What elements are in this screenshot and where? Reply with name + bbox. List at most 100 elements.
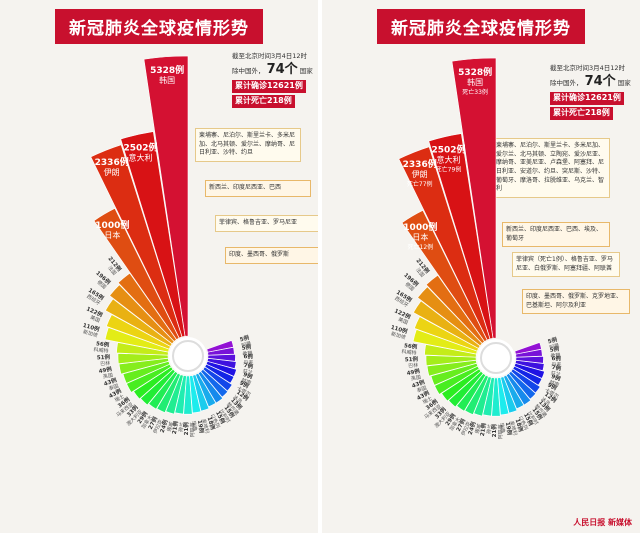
rose-category-label-31: 希腊 bbox=[242, 350, 253, 358]
rose-bar-30 bbox=[515, 355, 544, 364]
left-note-3: 菲律宾、格鲁吉亚、罗马尼亚 bbox=[215, 215, 318, 232]
rose-category-label-19: 荷兰 bbox=[485, 424, 493, 435]
rose-category-label-10: 巴林 bbox=[408, 362, 418, 369]
rose-bar-4 bbox=[117, 272, 177, 342]
rose-bar-12 bbox=[122, 360, 171, 384]
rose-bar-2 bbox=[90, 144, 183, 339]
rose-value-label-0: 5328例 bbox=[150, 64, 184, 76]
logo-text: 人民日报 新媒体 bbox=[573, 518, 632, 527]
left-note-2: 新西兰、印度尼西亚、巴西 bbox=[205, 180, 311, 197]
rose-bar-23 bbox=[503, 374, 525, 410]
countries-prefix: 除中国外， bbox=[232, 66, 265, 75]
countries-suffix-right: 国家 bbox=[617, 78, 631, 87]
confirmed-tag: 累计确诊12621例 bbox=[232, 80, 306, 94]
rose-bar-9 bbox=[424, 344, 477, 358]
rose-bar-28 bbox=[513, 362, 545, 379]
rose-bar-26 bbox=[202, 366, 233, 392]
rose-bar-24 bbox=[505, 373, 532, 406]
right-note-2: 新西兰、印度尼西亚、巴西、埃及、葡萄牙 bbox=[502, 222, 610, 248]
rose-value-label-29: 7例 bbox=[243, 361, 254, 371]
deadline-text-right: 截至北京时间3月4日12时 bbox=[550, 64, 626, 72]
rose-bar-11 bbox=[118, 357, 170, 375]
rose-deaths-label-2: 死亡77例 bbox=[407, 180, 433, 188]
rose-bar-28 bbox=[205, 360, 237, 377]
rose-category-label-22: 奥地利 bbox=[508, 420, 519, 436]
rose-bar-18 bbox=[473, 376, 492, 417]
rose-category-label-20: 阿联酋 bbox=[497, 424, 504, 439]
rose-category-label-26: 冰岛 bbox=[539, 396, 551, 408]
rose-bar-13 bbox=[126, 363, 172, 393]
rose-category-label-3: 日本 bbox=[104, 230, 120, 240]
rose-category-label-10: 巴林 bbox=[100, 360, 110, 367]
rose-bar-23 bbox=[195, 372, 217, 408]
rose-bar-12 bbox=[430, 362, 479, 386]
rose-value-label-3: 1000例 bbox=[95, 219, 129, 231]
rose-bar-15 bbox=[448, 370, 484, 408]
rose-category-label-21: 瑞典 bbox=[498, 423, 506, 434]
rose-bar-32 bbox=[514, 342, 542, 355]
rose-category-label-13: 瑞士 bbox=[113, 393, 125, 404]
rose-category-label-4: 法国 bbox=[414, 266, 426, 278]
rose-category-label-0: 韩国 bbox=[467, 77, 483, 87]
rose-category-label-5: 德国 bbox=[96, 279, 108, 291]
rose-bar-27 bbox=[512, 365, 543, 386]
left-summary: 截至北京时间3月4日12时 除中国外， 74个 国家 累计确诊12621例 累计… bbox=[232, 52, 318, 108]
rose-category-label-7: 美国 bbox=[89, 314, 101, 324]
rose-category-label-29: 芬兰 bbox=[242, 368, 253, 377]
right-summary: 截至北京时间3月4日12时 除中国外， 74个 国家 累计确诊12621例 累计… bbox=[550, 64, 640, 120]
right-note-4: 印度、墨西哥、俄罗斯、克罗地亚、巴基斯坦、阿尔及利亚 bbox=[522, 289, 630, 315]
rose-bar-5 bbox=[417, 286, 483, 347]
rose-value-label-31: 5例 bbox=[241, 343, 252, 352]
rose-bar-13 bbox=[434, 365, 480, 395]
countries-count: 74个 bbox=[266, 61, 298, 77]
rose-category-label-8: 新加坡 bbox=[82, 328, 98, 339]
rose-category-label-20: 阿联酋 bbox=[189, 422, 196, 437]
rose-value-label-22: 18例 bbox=[514, 418, 526, 433]
right-note-3: 菲律宾（死亡1例）、格鲁吉亚、罗马尼亚、白俄罗斯、阿塞拜疆、阿联酋 bbox=[512, 252, 620, 278]
rose-bar-27 bbox=[204, 363, 235, 384]
rose-category-label-2: 伊朗 bbox=[412, 169, 428, 179]
rose-value-label-29: 7例 bbox=[551, 363, 562, 373]
countries-count-right: 74个 bbox=[584, 73, 616, 89]
rose-category-label-32: 阿曼 bbox=[549, 342, 561, 351]
rose-center-ring bbox=[480, 342, 512, 374]
rose-bar-10 bbox=[117, 353, 169, 365]
right-note-1: 柬埔寨、尼泊尔、斯里兰卡、多米尼加、爱尔兰、北马其顿、立陶宛、爱沙尼亚、摩纳哥、… bbox=[492, 138, 610, 199]
rose-value-label-20: 21例 bbox=[182, 422, 190, 436]
rose-value-label-19: 21例 bbox=[170, 420, 180, 435]
rose-value-label-19: 21例 bbox=[478, 422, 488, 437]
rose-value-label-28: 9例 bbox=[550, 372, 562, 383]
rose-value-label-10: 51例 bbox=[405, 355, 419, 363]
rose-value-label-11: 49例 bbox=[98, 365, 113, 375]
rose-category-label-11: 英国 bbox=[410, 374, 421, 383]
rose-value-label-27: 9例 bbox=[546, 381, 558, 393]
rose-category-label-11: 英国 bbox=[102, 372, 113, 381]
deaths-tag-right: 累计死亡218例 bbox=[550, 107, 613, 120]
rose-category-label-8: 新加坡 bbox=[390, 330, 406, 341]
rose-bar-3 bbox=[93, 207, 180, 340]
rose-bar-29 bbox=[514, 360, 545, 372]
rose-bar-21 bbox=[189, 375, 202, 414]
rose-bar-22 bbox=[500, 376, 518, 414]
rose-value-label-20: 21例 bbox=[490, 424, 498, 438]
rose-bar-17 bbox=[156, 372, 181, 413]
rose-category-label-5: 德国 bbox=[404, 281, 416, 293]
deaths-tag: 累计死亡218例 bbox=[232, 95, 295, 108]
rose-deaths-label-1: 死亡79例 bbox=[436, 165, 462, 173]
rose-value-label-27: 9例 bbox=[238, 379, 250, 391]
rose-value-label-10: 51例 bbox=[97, 353, 111, 361]
rose-value-label-30: 6例 bbox=[551, 354, 561, 362]
rose-value-label-9: 56例 bbox=[404, 341, 418, 351]
rose-category-label-9: 科威特 bbox=[401, 348, 417, 357]
rose-bar-18 bbox=[165, 374, 184, 415]
rose-value-label-0: 5328例 bbox=[458, 66, 492, 78]
rose-bar-32 bbox=[206, 340, 234, 353]
